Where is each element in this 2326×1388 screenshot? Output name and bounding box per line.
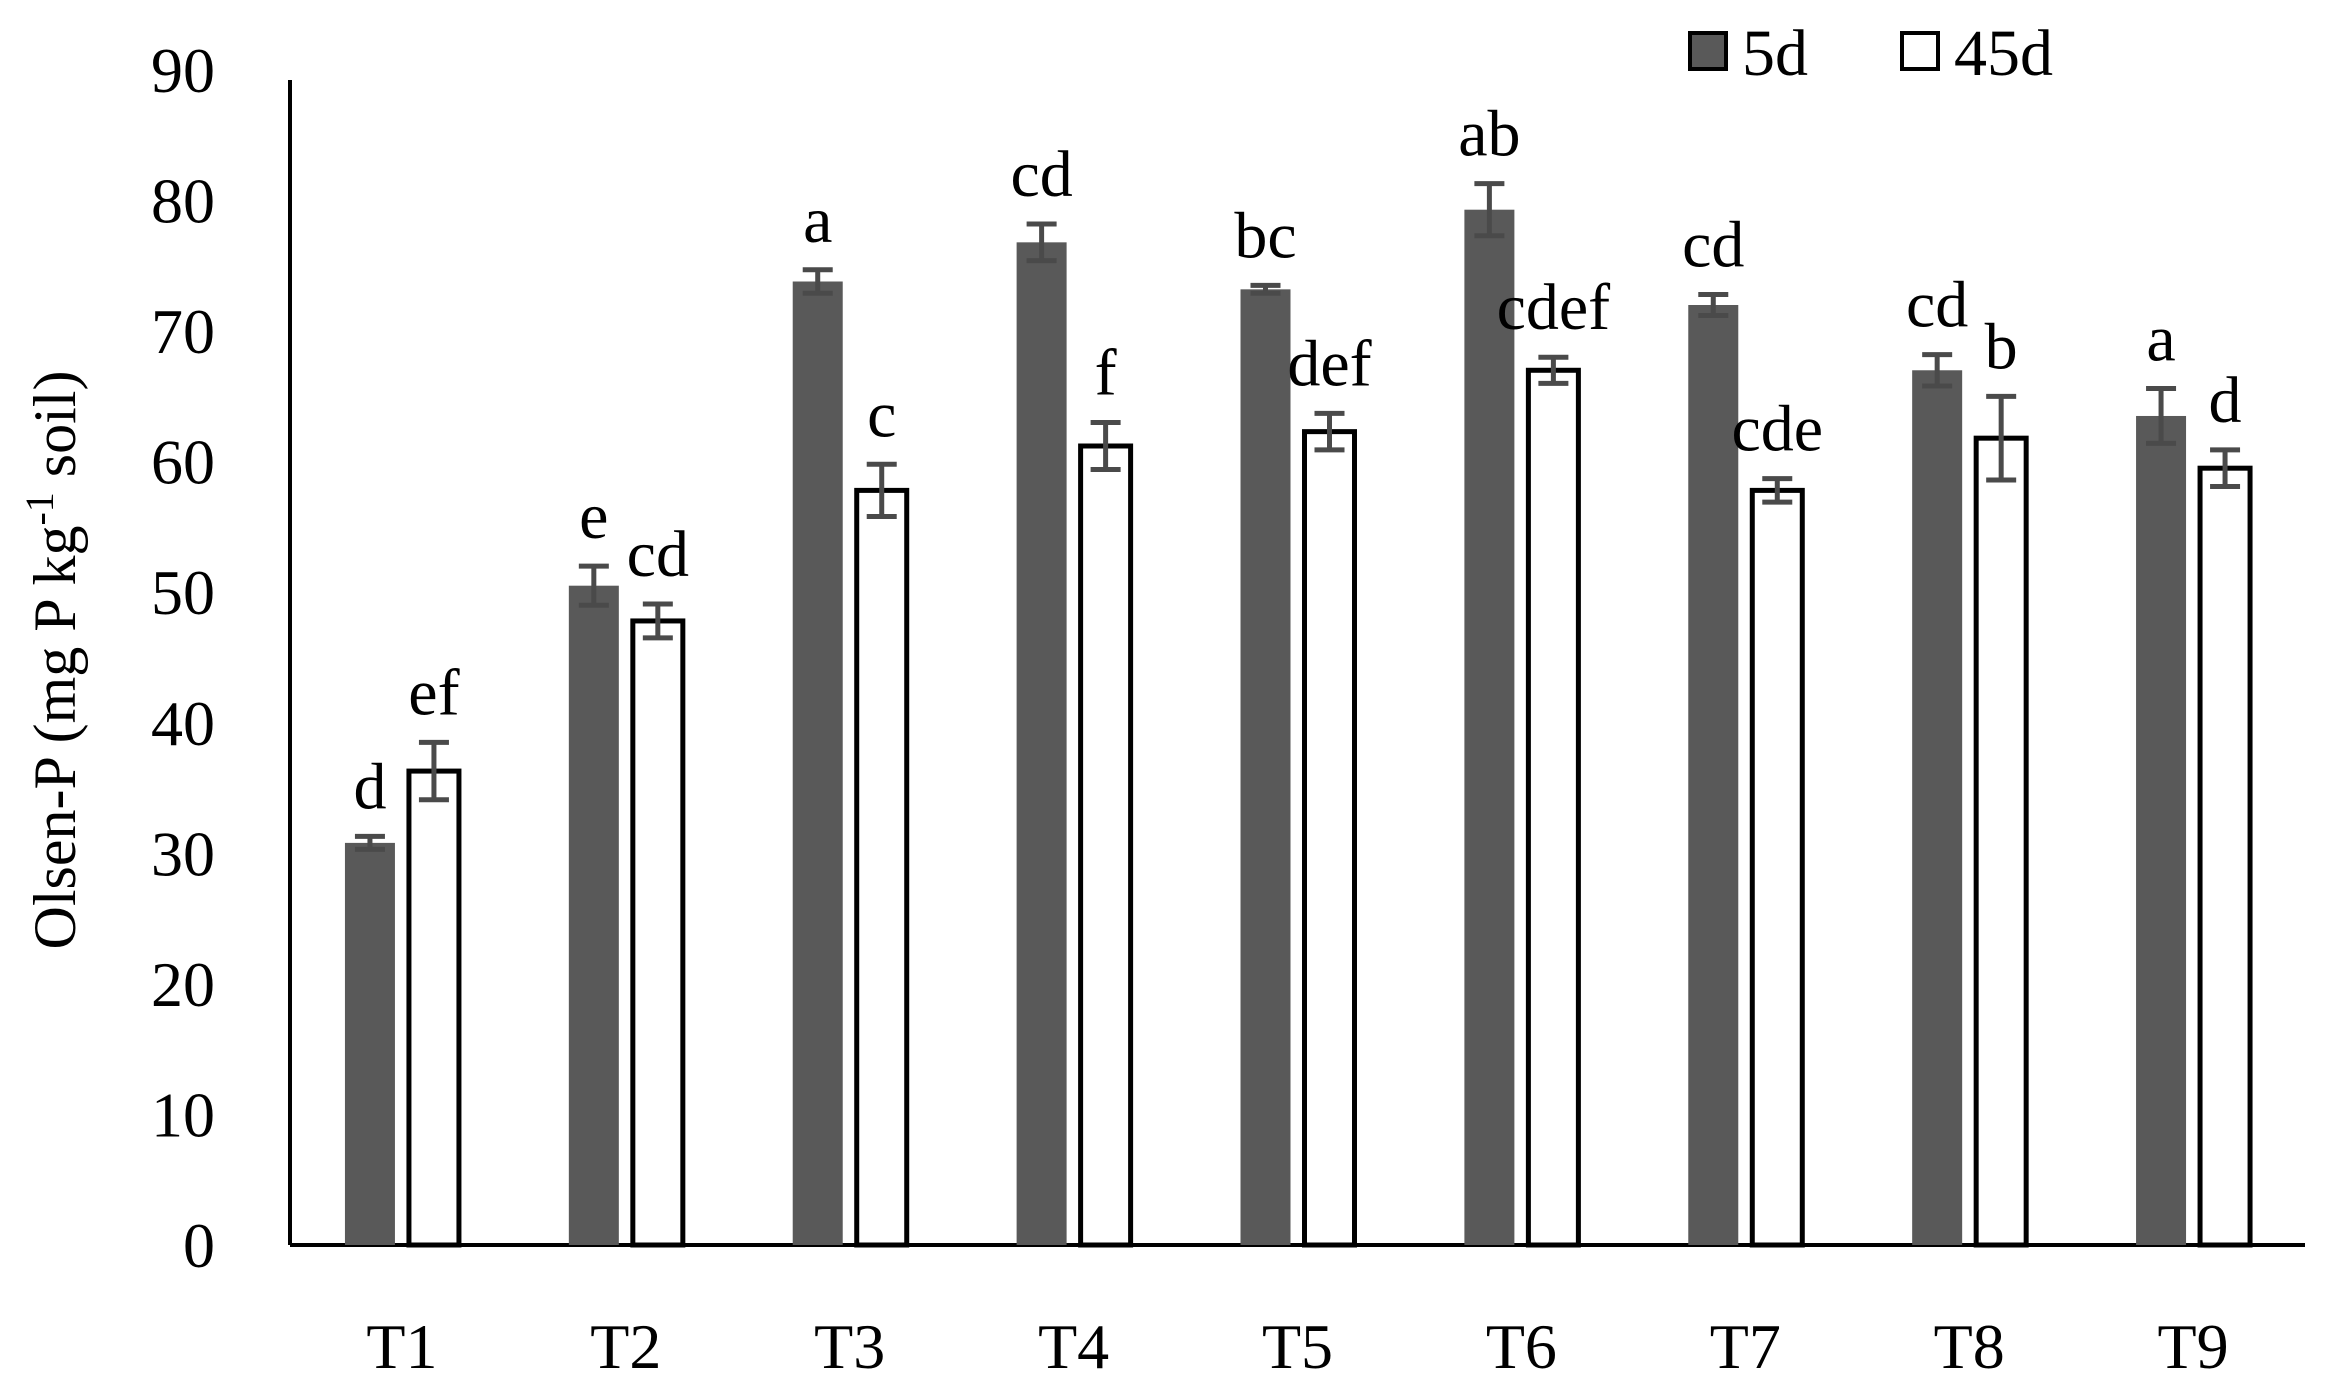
x-tick-label-T8: T8 <box>1934 1311 2005 1382</box>
error-bar-45d-T6 <box>1538 354 1569 386</box>
error-bar-5d-T7 <box>1698 292 1729 318</box>
significance-letter-45d-T5: def <box>1287 327 1371 400</box>
error-bar-5d-T2 <box>578 563 609 608</box>
y-tick-label: 40 <box>151 688 215 759</box>
significance-letter-5d-T2: e <box>579 480 608 553</box>
x-tick-label-T5: T5 <box>1262 1311 1333 1382</box>
bar-5d-T7 <box>1688 305 1739 1245</box>
bar-45d-T5 <box>1302 429 1357 1248</box>
bar-45d-T1 <box>406 768 462 1248</box>
bar-5d-T4 <box>1016 242 1067 1246</box>
significance-letter-5d-T4: cd <box>1010 138 1072 211</box>
error-bar-45d-T3 <box>866 461 897 519</box>
error-bar-45d-T5 <box>1314 410 1345 453</box>
error-bar-45d-T7 <box>1762 476 1793 505</box>
x-tick-label-T4: T4 <box>1038 1311 1109 1382</box>
error-bars <box>354 181 2241 852</box>
y-tick-label: 50 <box>151 557 215 628</box>
error-bar-5d-T5 <box>1250 282 1281 296</box>
significance-letter-45d-T2: cd <box>627 518 689 591</box>
error-bar-5d-T1 <box>354 833 385 852</box>
x-tick-label-T6: T6 <box>1486 1311 1557 1382</box>
bar-45d-T8 <box>1973 435 2029 1248</box>
bar-5d-T3 <box>792 281 843 1245</box>
error-bar-45d-T9 <box>2210 447 2241 489</box>
significance-letter-45d-T4: f <box>1095 337 1117 410</box>
bar-5d-T1 <box>344 842 395 1245</box>
error-bar-45d-T4 <box>1090 420 1121 472</box>
error-bar-5d-T3 <box>802 267 833 296</box>
error-bar-45d-T8 <box>1986 393 2017 483</box>
bar-45d-T9 <box>2197 465 2253 1248</box>
y-axis-title-suffix: soil) <box>22 371 88 493</box>
significance-letter-5d-T3: a <box>803 184 832 257</box>
bar-45d-T4 <box>1078 443 1134 1248</box>
x-tick-label-T3: T3 <box>814 1311 885 1382</box>
y-tick-labels: 0 10 20 30 40 50 60 70 80 90 <box>151 35 215 1281</box>
bar-5d-T6 <box>1464 209 1515 1245</box>
error-bar-5d-T6 <box>1474 181 1505 239</box>
bar-45d-T2 <box>630 618 686 1248</box>
y-tick-label: 30 <box>151 818 215 889</box>
legend-swatch-45d <box>1900 31 1940 71</box>
error-bar-45d-T1 <box>418 739 449 803</box>
y-tick-label: 10 <box>151 1079 215 1150</box>
bar-45d-T3 <box>854 487 910 1248</box>
significance-letter-45d-T3: c <box>867 378 896 451</box>
significance-letter-5d-T8: cd <box>1906 269 1968 342</box>
y-tick-label: 80 <box>151 166 215 237</box>
bar-45d-T7 <box>1749 487 1805 1248</box>
significance-letter-45d-T6: cdef <box>1497 271 1611 344</box>
y-axis-title-superscript: -1 <box>17 492 62 525</box>
x-tick-label-T2: T2 <box>590 1311 661 1382</box>
bar-5d-T9 <box>2136 415 2187 1245</box>
y-tick-label: 20 <box>151 949 215 1020</box>
significance-letter-5d-T5: bc <box>1234 199 1296 272</box>
bar-series <box>344 209 2253 1248</box>
significance-letter-45d-T9: d <box>2209 364 2242 437</box>
x-tick-label-T9: T9 <box>2158 1311 2229 1382</box>
significance-letter-45d-T1: ef <box>408 656 459 729</box>
legend: 5d 45d <box>1688 17 2053 90</box>
bar-45d-T6 <box>1525 367 1581 1248</box>
bar-5d-T2 <box>568 585 619 1245</box>
significance-letter-5d-T1: d <box>353 750 386 823</box>
legend-label-45d: 45d <box>1954 17 2053 90</box>
significance-letter-5d-T9: a <box>2146 303 2175 376</box>
legend-swatch-5d <box>1688 31 1728 71</box>
y-axis-title-main: Olsen-P (mg P kg <box>22 526 88 950</box>
significance-letter-5d-T7: cd <box>1682 209 1744 282</box>
x-tick-labels: T1 T2 T3 T4 T5 T6 T7 T8 T9 <box>366 1311 2228 1382</box>
significance-letter-45d-T8: b <box>1985 310 2018 383</box>
y-tick-label: 60 <box>151 427 215 498</box>
bar-5d-T8 <box>1912 370 1963 1245</box>
error-bar-5d-T4 <box>1026 221 1057 264</box>
significance-letter-45d-T7: cde <box>1731 393 1823 466</box>
bar-5d-T5 <box>1240 289 1291 1245</box>
x-tick-label-T7: T7 <box>1710 1311 1781 1382</box>
y-tick-label: 0 <box>183 1210 215 1281</box>
y-tick-label: 70 <box>151 296 215 367</box>
significance-letter-5d-T6: ab <box>1458 98 1520 171</box>
x-tick-label-T1: T1 <box>366 1311 437 1382</box>
legend-label-5d: 5d <box>1742 17 1808 90</box>
error-bar-5d-T9 <box>2146 386 2177 446</box>
y-axis-title: Olsen-P (mg P kg-1 soil) <box>17 371 88 950</box>
error-bar-45d-T2 <box>642 601 673 641</box>
error-bar-5d-T8 <box>1922 352 1953 389</box>
y-tick-label: 90 <box>151 35 215 106</box>
